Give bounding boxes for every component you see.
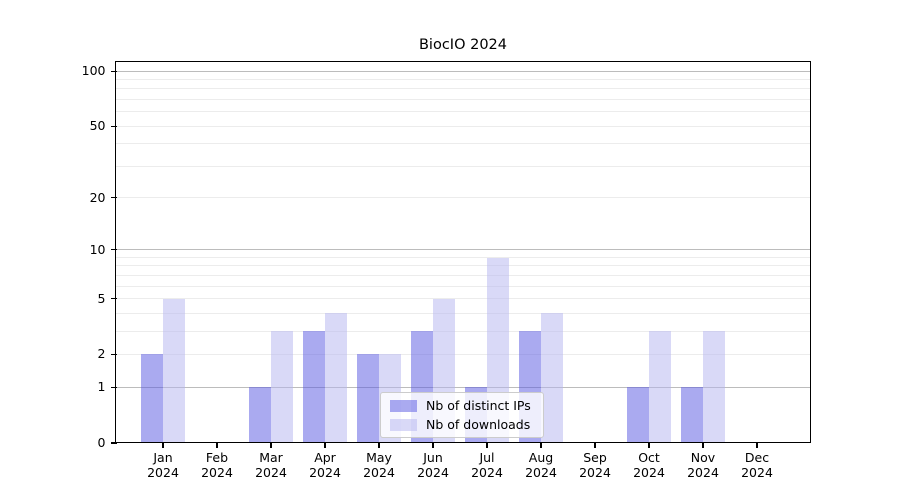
gridline-minor-y7 <box>116 274 810 276</box>
x-tick-sep <box>594 443 596 448</box>
gridline-minor-y5 <box>116 298 810 300</box>
x-tick-dec <box>756 443 758 448</box>
bar-downloads-aug <box>541 313 563 443</box>
y-tick-2 <box>110 353 117 356</box>
x-tick-nov <box>702 443 704 448</box>
gridline-minor-y9 <box>116 257 810 258</box>
gridline-minor-y50 <box>116 125 810 127</box>
x-axis-tick-label: Jun 2024 <box>417 450 449 480</box>
bar-distinct-ips-oct <box>627 387 649 443</box>
x-tick-jun <box>432 443 434 448</box>
gridline-minor-y4 <box>116 312 810 314</box>
x-tick-oct <box>648 443 650 448</box>
bar-distinct-ips-mar <box>249 387 271 443</box>
bar-downloads-nov <box>703 331 725 443</box>
x-tick-feb <box>216 443 218 448</box>
legend-swatch-distinct-ips <box>390 399 417 412</box>
y-axis-tick-label: 2 <box>97 346 106 362</box>
bar-downloads-oct <box>649 331 671 443</box>
gridline-major-y1 <box>116 386 810 388</box>
y-axis-tick-label: 50 <box>89 118 106 134</box>
legend-label-downloads: Nb of downloads <box>426 417 531 432</box>
bar-downloads-mar <box>271 331 293 443</box>
x-tick-may <box>378 443 380 448</box>
bar-distinct-ips-may <box>357 354 379 443</box>
y-axis-tick-label: 100 <box>81 63 106 79</box>
gridline-minor-y20 <box>116 197 810 199</box>
legend-item-distinct-ips: Nb of distinct IPs <box>390 398 534 413</box>
y-tick-5 <box>110 298 117 300</box>
bar-downloads-apr <box>325 313 347 443</box>
y-axis-tick-label: 20 <box>89 189 106 205</box>
x-axis-tick-label: Mar 2024 <box>255 450 287 480</box>
bar-distinct-ips-jan <box>141 354 163 443</box>
y-tick-20 <box>110 197 117 199</box>
gridline-minor-y6 <box>116 285 810 287</box>
chart-title: BiocIO 2024 <box>418 37 508 53</box>
gridline-minor-y60 <box>116 111 810 113</box>
gridline-minor-y3 <box>116 330 810 332</box>
bar-distinct-ips-nov <box>681 387 703 443</box>
x-axis-tick-label: Feb 2024 <box>201 450 233 480</box>
gridline-minor-y40 <box>116 143 810 145</box>
legend-label-distinct-ips: Nb of distinct IPs <box>426 398 531 413</box>
y-axis-tick-label: 1 <box>97 379 106 395</box>
y-axis-tick-label: 10 <box>89 241 106 257</box>
x-axis-tick-label: Sep 2024 <box>579 450 611 480</box>
x-tick-jan <box>162 443 164 448</box>
gridline-minor-y2 <box>116 353 810 355</box>
y-axis-tick-label: 5 <box>97 290 106 306</box>
x-tick-aug <box>540 443 542 448</box>
bar-distinct-ips-apr <box>303 331 325 443</box>
gridline-major-y100 <box>116 70 810 72</box>
gridline-minor-y30 <box>116 165 810 167</box>
x-axis-tick-label: Aug 2024 <box>525 450 557 480</box>
gridline-minor-y90 <box>116 79 810 81</box>
x-axis-tick-label: Oct 2024 <box>633 450 665 480</box>
x-axis-tick-label: Jul 2024 <box>471 450 503 480</box>
x-axis-tick-label: Apr 2024 <box>309 450 341 480</box>
y-tick-1 <box>110 386 117 388</box>
legend-swatch-downloads <box>390 418 417 431</box>
x-axis-tick-label: Dec 2024 <box>741 450 773 480</box>
x-tick-apr <box>324 443 326 448</box>
y-tick-10 <box>110 249 117 251</box>
x-axis-tick-label: May 2024 <box>363 450 395 480</box>
gridline-minor-y8 <box>116 265 810 267</box>
x-axis-tick-label: Nov 2024 <box>687 450 719 480</box>
y-axis-tick-label: 0 <box>97 435 106 450</box>
y-tick-50 <box>110 125 117 127</box>
y-tick-100 <box>110 70 117 72</box>
gridline-major-y10 <box>116 249 810 251</box>
gridline-minor-y70 <box>116 99 810 101</box>
gridline-minor-y80 <box>116 88 810 90</box>
y-tick-0 <box>110 442 117 444</box>
legend: Nb of distinct IPs Nb of downloads <box>380 392 544 438</box>
bar-downloads-jan <box>163 298 185 443</box>
x-tick-jul <box>486 443 488 448</box>
x-tick-mar <box>270 443 272 448</box>
x-axis-tick-label: Jan 2024 <box>147 450 179 480</box>
legend-item-downloads: Nb of downloads <box>390 417 534 432</box>
